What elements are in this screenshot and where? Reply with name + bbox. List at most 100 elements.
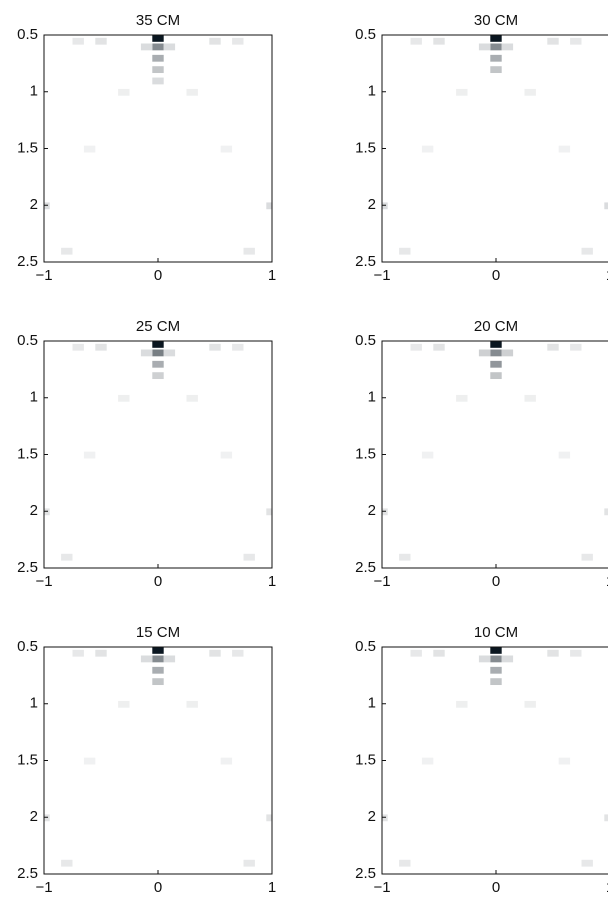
heat-cell [421, 451, 434, 459]
heat-cell [399, 859, 411, 867]
panel: 30 CM 0.5 1 1.5 2 2.5−1 0 1 [355, 12, 608, 284]
y-tick-label: 1 [368, 389, 376, 406]
heat-cell [209, 343, 221, 351]
heat-cell [604, 202, 608, 210]
heat-cell [232, 343, 244, 351]
heat-cell [152, 655, 164, 663]
heat-cell [95, 343, 107, 351]
y-tick-label: 2.5 [355, 865, 376, 882]
heat-cell [581, 553, 593, 561]
y-tick-label: 1 [30, 695, 38, 712]
cells [382, 647, 608, 867]
heat-cell [433, 649, 445, 657]
heat-cell [399, 553, 411, 561]
heat-cell [581, 247, 593, 255]
y-tick-label: 1.5 [355, 751, 376, 768]
x-tick-label: 0 [492, 879, 500, 896]
heat-cell [490, 678, 502, 686]
heat-cell [266, 508, 272, 516]
x-tick-label: 1 [268, 879, 276, 896]
heat-cell [410, 649, 422, 657]
heat-cell [266, 202, 272, 210]
x-tick-label: 0 [492, 267, 500, 284]
x-tick-label: 1 [606, 267, 608, 284]
y-tick-label: 2 [30, 808, 38, 825]
panel: 35 CM 0.5 1 1.5 2 2.5−1 0 1 [17, 12, 276, 284]
y-tick-label: 2.5 [17, 865, 38, 882]
heat-cell [44, 814, 50, 822]
x-tick-label: 1 [606, 879, 608, 896]
heat-cell [243, 247, 255, 255]
heat-cell [152, 43, 164, 51]
y-tick-label: 2 [368, 502, 376, 519]
x-tick-label: 1 [268, 267, 276, 284]
heat-cell [95, 37, 107, 45]
heat-cell [243, 859, 255, 867]
heat-cell [163, 655, 176, 663]
heat-cell [421, 145, 434, 153]
heat-cell [118, 394, 130, 402]
heat-cell [547, 649, 559, 657]
heat-cell [140, 655, 153, 663]
heat-cell [152, 678, 164, 686]
heat-cell [478, 655, 491, 663]
y-tick-label: 1.5 [355, 139, 376, 156]
heat-cell [140, 349, 153, 357]
heat-cell [186, 700, 198, 708]
heat-cell [382, 814, 388, 822]
heat-cell [490, 66, 502, 74]
y-tick-label: 2.5 [355, 559, 376, 576]
heat-cell [490, 372, 502, 380]
y-tick-label: 1 [368, 695, 376, 712]
heat-cell [399, 247, 411, 255]
heat-cell [140, 43, 153, 51]
heat-cell [570, 37, 582, 45]
heat-cell [163, 43, 176, 51]
heat-cell [558, 757, 571, 765]
cells [44, 647, 272, 867]
panel: 20 CM 0.5 1 1.5 2 2.5−1 0 1 [355, 318, 608, 590]
y-tick-label: 2 [30, 502, 38, 519]
heat-cell [72, 343, 84, 351]
heat-cell [501, 349, 514, 357]
heat-cell [490, 655, 502, 663]
y-tick-label: 1.5 [17, 139, 38, 156]
x-tick-label: 0 [492, 573, 500, 590]
panel-title: 25 CM [136, 318, 180, 335]
heat-cell [243, 553, 255, 561]
heat-cell [547, 37, 559, 45]
heat-cell [61, 859, 73, 867]
heat-cell [382, 202, 388, 210]
panel: 25 CM 0.5 1 1.5 2 2.5−1 0 1 [17, 318, 276, 590]
cells [382, 341, 608, 561]
heat-cell [490, 360, 502, 368]
x-tick-label: 1 [606, 573, 608, 590]
heat-cell [61, 553, 73, 561]
heat-cell [456, 700, 468, 708]
x-tick-label: −1 [373, 267, 390, 284]
heat-cell [524, 88, 536, 96]
heat-cell [83, 451, 96, 459]
heat-cell [490, 35, 502, 42]
heat-cell [558, 451, 571, 459]
x-tick-label: 1 [268, 573, 276, 590]
y-tick-label: 0.5 [355, 26, 376, 43]
y-tick-label: 1 [30, 83, 38, 100]
y-tick-label: 1.5 [17, 751, 38, 768]
heat-cell [524, 394, 536, 402]
y-tick-label: 0.5 [17, 332, 38, 349]
heat-cell [410, 343, 422, 351]
heat-cell [558, 145, 571, 153]
heat-cell [570, 343, 582, 351]
heat-cell [382, 508, 388, 516]
heat-cell [547, 343, 559, 351]
heat-cell [501, 43, 514, 51]
heat-cell [152, 360, 164, 368]
heat-cell [152, 66, 164, 74]
heat-cell [570, 649, 582, 657]
heat-cell [186, 88, 198, 96]
heat-cell [152, 35, 164, 42]
heat-cell [220, 145, 233, 153]
y-tick-label: 2.5 [17, 253, 38, 270]
